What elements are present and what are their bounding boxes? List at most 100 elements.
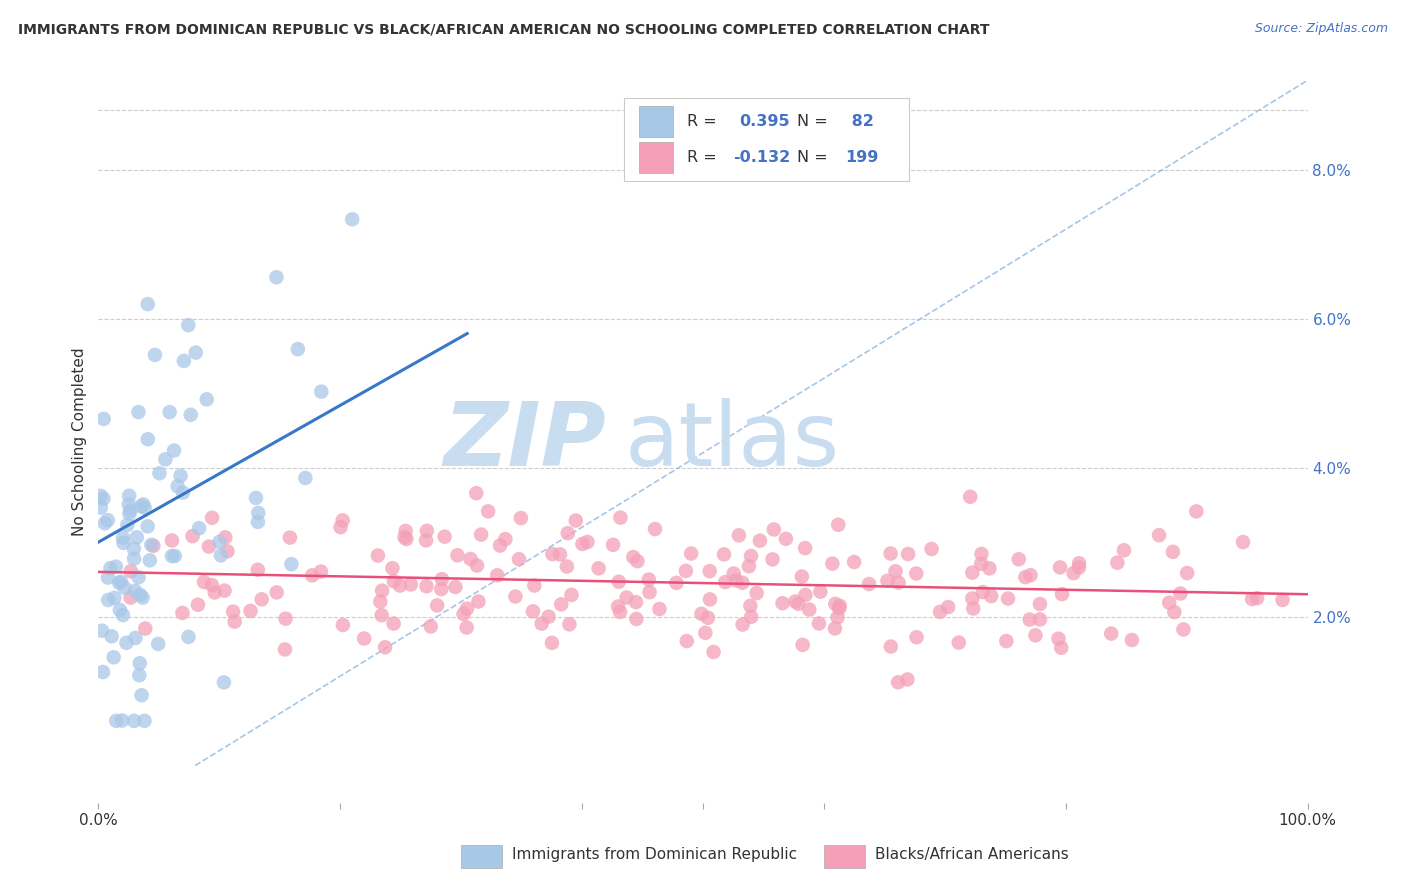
Point xyxy=(122,714,145,728)
Point xyxy=(523,578,546,592)
Point xyxy=(160,533,183,548)
Point xyxy=(980,589,1002,603)
Point xyxy=(280,558,302,572)
Y-axis label: No Schooling Completed: No Schooling Completed xyxy=(72,347,87,536)
Point xyxy=(624,595,647,609)
Point xyxy=(446,549,468,563)
Point xyxy=(465,486,488,500)
Point xyxy=(799,602,821,616)
Point xyxy=(929,605,952,619)
Text: 0.395: 0.395 xyxy=(740,114,790,129)
Point xyxy=(370,608,392,623)
Point xyxy=(828,599,851,613)
Point xyxy=(214,583,236,598)
Point xyxy=(419,619,441,633)
Point xyxy=(456,621,478,635)
Point xyxy=(382,574,405,589)
Point xyxy=(128,668,150,682)
Point xyxy=(699,564,721,578)
Point xyxy=(131,688,153,702)
Point xyxy=(530,616,553,631)
Point xyxy=(665,575,688,590)
Point xyxy=(266,585,288,599)
Point xyxy=(342,212,364,227)
Point xyxy=(125,530,148,544)
Point xyxy=(505,590,527,604)
Point xyxy=(997,591,1019,606)
Point xyxy=(246,563,269,577)
Point xyxy=(638,585,661,599)
Point xyxy=(827,610,849,624)
Point xyxy=(1050,640,1073,655)
Point xyxy=(395,532,418,546)
Point xyxy=(571,537,593,551)
Point xyxy=(821,557,844,571)
Point xyxy=(100,561,122,575)
Point xyxy=(209,549,232,563)
Point xyxy=(172,606,194,620)
Point xyxy=(762,523,785,537)
Point xyxy=(477,504,499,518)
Point xyxy=(163,443,186,458)
Point xyxy=(1029,612,1052,626)
Point xyxy=(134,714,156,728)
Point xyxy=(792,638,814,652)
Point xyxy=(143,348,166,362)
Point xyxy=(108,575,131,590)
Point xyxy=(367,549,389,563)
Text: IMMIGRANTS FROM DOMINICAN REPUBLIC VS BLACK/AFRICAN AMERICAN NO SCHOOLING COMPLE: IMMIGRANTS FROM DOMINICAN REPUBLIC VS BL… xyxy=(18,22,990,37)
Text: -0.132: -0.132 xyxy=(734,150,790,165)
Point xyxy=(208,534,231,549)
Point xyxy=(204,585,226,599)
Point xyxy=(120,564,142,578)
Point xyxy=(1099,626,1122,640)
Point xyxy=(745,586,768,600)
Point xyxy=(124,583,146,598)
Point xyxy=(172,485,194,500)
Point xyxy=(100,629,122,643)
Point xyxy=(602,538,624,552)
Point xyxy=(723,566,745,581)
Point xyxy=(936,600,959,615)
Point xyxy=(105,714,128,728)
Point xyxy=(1112,543,1135,558)
Point xyxy=(607,574,630,589)
Point xyxy=(118,497,141,511)
Point xyxy=(972,585,994,599)
Point xyxy=(416,524,439,538)
Point xyxy=(332,513,354,527)
Point xyxy=(731,575,754,590)
Point xyxy=(430,582,453,596)
Point xyxy=(644,522,666,536)
Point xyxy=(370,594,392,608)
Point xyxy=(905,566,928,581)
Point xyxy=(128,570,150,584)
Point xyxy=(740,599,762,613)
Point xyxy=(184,345,207,359)
FancyBboxPatch shape xyxy=(824,845,865,868)
Point xyxy=(90,489,112,503)
Point xyxy=(897,547,920,561)
Point xyxy=(239,604,262,618)
Point xyxy=(382,616,405,631)
Text: R =: R = xyxy=(688,114,723,129)
Point xyxy=(648,602,671,616)
Point xyxy=(557,526,579,541)
Point xyxy=(509,511,531,525)
Point xyxy=(381,561,404,575)
Point xyxy=(681,547,703,561)
Point xyxy=(90,500,112,515)
FancyBboxPatch shape xyxy=(624,98,908,181)
Point xyxy=(245,491,267,505)
Point xyxy=(91,665,114,679)
Point xyxy=(111,607,134,622)
Point xyxy=(675,634,697,648)
Point xyxy=(884,564,907,578)
Text: 82: 82 xyxy=(845,114,873,129)
Point xyxy=(159,405,181,419)
Point xyxy=(486,568,509,582)
Point xyxy=(995,634,1018,648)
Text: N =: N = xyxy=(797,114,834,129)
Point xyxy=(160,549,183,563)
FancyBboxPatch shape xyxy=(638,143,673,173)
